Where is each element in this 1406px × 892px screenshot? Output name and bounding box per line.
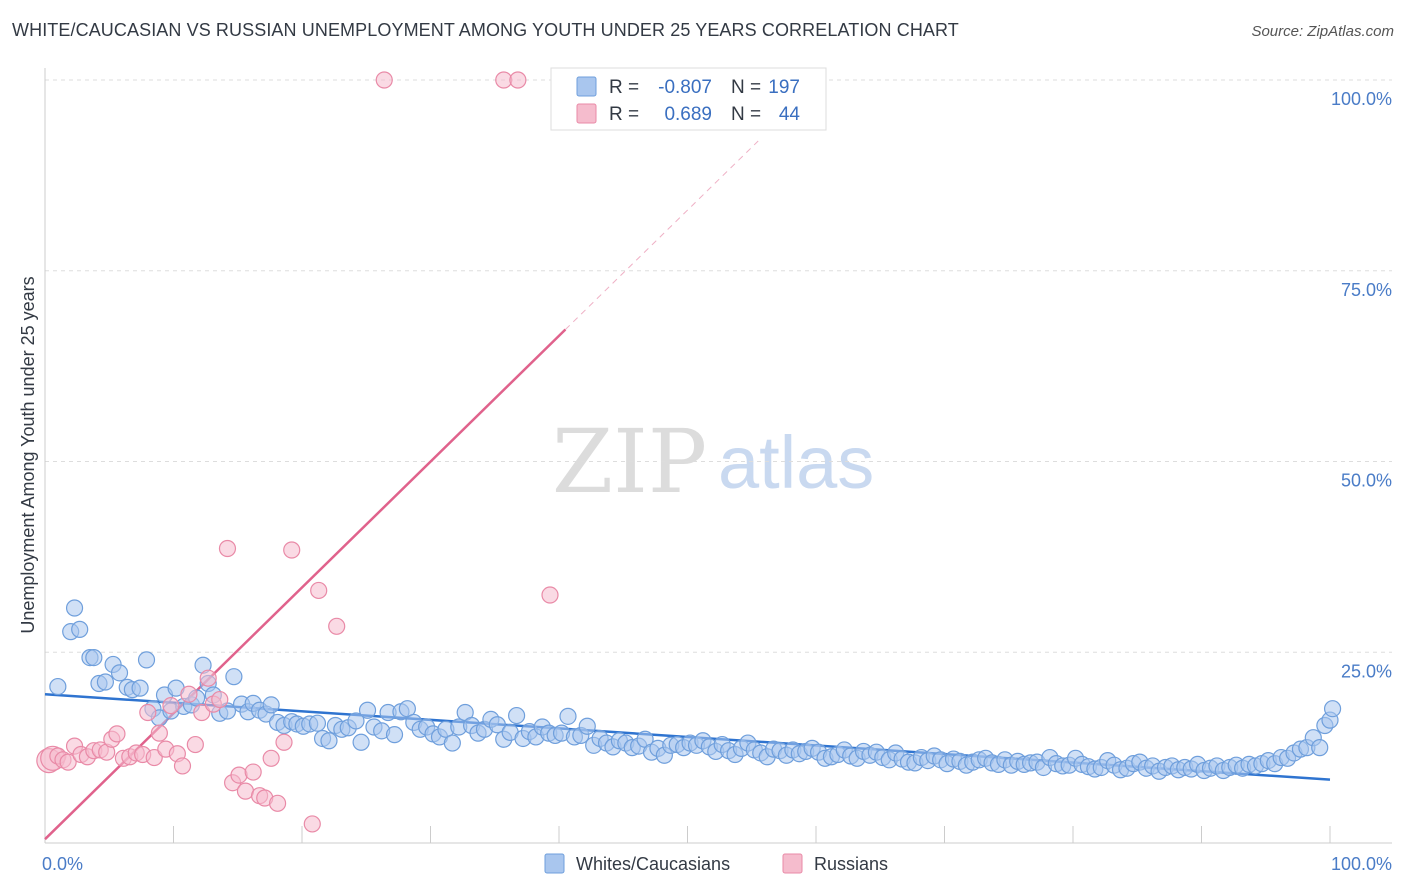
data-point-whites	[262, 696, 280, 714]
data-point-whites	[65, 599, 84, 617]
data-point-whites	[96, 673, 114, 691]
data-point-whites	[308, 714, 327, 732]
x-tick-label: 0.0%	[42, 854, 83, 874]
legend-r-label-whites: R =	[609, 77, 639, 98]
data-point-whites	[1311, 739, 1329, 757]
legend-n-label-whites: N =	[731, 77, 761, 98]
data-point-whites	[1323, 700, 1342, 718]
y-tick-label: 100.0%	[1331, 89, 1392, 109]
data-point-whites	[358, 701, 377, 719]
data-point-russians	[186, 735, 204, 754]
axes	[44, 68, 1392, 844]
data-point-whites	[131, 679, 149, 697]
data-point-russians	[244, 763, 262, 781]
legend-r-value-whites: -0.807	[658, 77, 712, 98]
legend-r-label-russians: R =	[609, 104, 639, 125]
correlation-legend: R = -0.807 N = 197 R = 0.689 N = 44	[550, 67, 827, 131]
data-point-russians	[283, 541, 301, 559]
data-point-russians	[509, 71, 527, 89]
data-point-whites	[137, 651, 156, 669]
data-point-whites	[320, 732, 338, 750]
bottom-legend-swatch-russians	[782, 853, 803, 874]
data-point-russians	[108, 725, 126, 743]
series-legend: Whites/Caucasians Russians	[544, 853, 888, 874]
data-point-whites	[49, 677, 67, 696]
data-point-russians	[173, 757, 192, 775]
legend-n-value-russians: 44	[779, 104, 801, 125]
data-point-russians	[180, 685, 198, 703]
bottom-legend-label-whites: Whites/Caucasians	[576, 854, 730, 874]
chart-title: WHITE/CAUCASIAN VS RUSSIAN UNEMPLOYMENT …	[12, 20, 959, 40]
y-tick-label: 50.0%	[1341, 471, 1392, 491]
data-point-russians	[193, 703, 211, 722]
data-point-whites	[507, 706, 526, 725]
data-point-whites	[110, 664, 129, 682]
data-point-whites	[385, 726, 404, 744]
data-point-whites	[347, 712, 365, 730]
trend-line-russians-extension	[565, 140, 759, 330]
data-point-whites	[225, 668, 243, 686]
legend-n-value-whites: 197	[768, 77, 800, 98]
series-whites-points	[49, 599, 1342, 780]
legend-swatch-whites	[576, 76, 597, 97]
legend-r-value-russians: 0.689	[664, 104, 712, 125]
y-tick-label: 25.0%	[1341, 661, 1392, 681]
data-point-whites	[85, 648, 103, 667]
data-point-whites	[488, 716, 506, 734]
source-label: Source: ZipAtlas.com	[1251, 23, 1394, 40]
data-point-russians	[199, 669, 217, 687]
data-point-russians	[150, 724, 168, 742]
y-axis-label: Unemployment Among Youth under 25 years	[18, 276, 38, 633]
data-point-whites	[443, 734, 461, 752]
bottom-legend-swatch-whites	[544, 853, 565, 874]
data-point-whites	[559, 707, 577, 725]
data-point-russians	[328, 617, 346, 635]
data-point-whites	[352, 733, 370, 751]
data-point-russians	[375, 71, 393, 89]
data-point-russians	[541, 586, 559, 604]
x-tick-label: 100.0%	[1331, 854, 1392, 874]
legend-swatch-russians	[576, 103, 597, 124]
data-point-russians	[139, 703, 157, 722]
data-point-russians	[262, 749, 280, 767]
data-point-russians	[211, 690, 229, 709]
data-point-russians	[162, 697, 180, 715]
y-tick-label: 75.0%	[1341, 280, 1392, 300]
data-point-russians	[145, 748, 163, 767]
data-point-russians	[59, 753, 77, 771]
tick-labels: 25.0% 50.0% 75.0% 100.0% 0.0% 100.0%	[42, 89, 1392, 874]
watermark-atlas: atlas	[718, 421, 874, 504]
legend-n-label-russians: N =	[731, 104, 761, 125]
data-point-russians	[218, 539, 237, 558]
data-point-whites	[578, 717, 596, 735]
series-russians-points	[36, 71, 559, 833]
grid-lines	[45, 79, 1392, 653]
data-point-russians	[275, 733, 293, 751]
data-point-russians	[303, 815, 321, 833]
data-point-russians	[268, 794, 287, 812]
data-point-russians	[310, 581, 328, 600]
data-point-russians	[230, 766, 248, 784]
bottom-legend-label-russians: Russians	[814, 854, 888, 874]
data-point-whites	[398, 700, 416, 718]
data-point-whites	[71, 620, 89, 638]
